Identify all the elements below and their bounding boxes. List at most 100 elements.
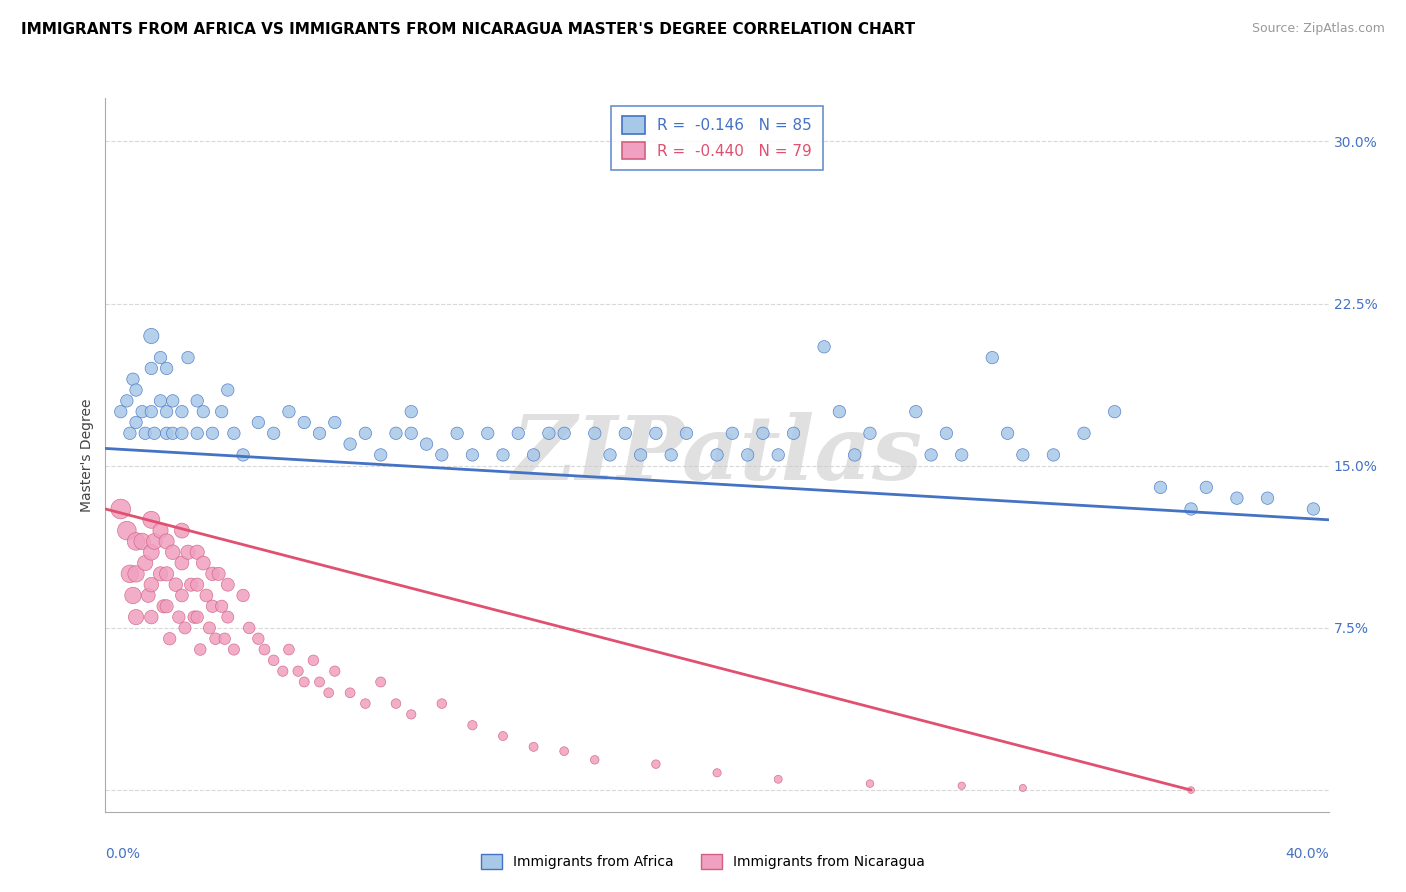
Point	[141, 329, 163, 343]
Point	[118, 566, 141, 581]
Point	[1302, 502, 1324, 516]
Point	[198, 621, 221, 635]
Point	[950, 779, 973, 793]
Point	[149, 524, 172, 538]
Point	[370, 448, 392, 462]
Point	[354, 426, 377, 441]
Point	[253, 642, 276, 657]
Point	[339, 686, 361, 700]
Point	[308, 426, 330, 441]
Point	[981, 351, 1004, 365]
Point	[706, 448, 728, 462]
Point	[186, 545, 208, 559]
Point	[492, 448, 515, 462]
Point	[1011, 780, 1033, 795]
Point	[167, 610, 190, 624]
Point	[141, 513, 163, 527]
Point	[222, 426, 245, 441]
Point	[287, 664, 309, 678]
Point	[155, 599, 177, 614]
Point	[125, 416, 148, 430]
Point	[721, 426, 744, 441]
Point	[152, 599, 174, 614]
Point	[141, 610, 163, 624]
Point	[1195, 480, 1218, 494]
Point	[186, 393, 208, 408]
Point	[271, 664, 294, 678]
Point	[553, 426, 575, 441]
Text: 40.0%: 40.0%	[1285, 847, 1329, 862]
Point	[110, 405, 132, 419]
Point	[1180, 783, 1202, 797]
Point	[752, 426, 775, 441]
Point	[1073, 426, 1095, 441]
Point	[859, 776, 882, 790]
Point	[292, 675, 315, 690]
Point	[415, 437, 437, 451]
Point	[217, 577, 239, 591]
Point	[155, 405, 177, 419]
Point	[614, 426, 637, 441]
Point	[277, 405, 299, 419]
Point	[385, 697, 408, 711]
Point	[174, 621, 197, 635]
Point	[217, 383, 239, 397]
Point	[277, 642, 299, 657]
Y-axis label: Master's Degree: Master's Degree	[80, 398, 94, 512]
Point	[134, 426, 156, 441]
Text: Source: ZipAtlas.com: Source: ZipAtlas.com	[1251, 22, 1385, 36]
Point	[553, 744, 575, 758]
Point	[430, 448, 453, 462]
Point	[302, 653, 325, 667]
Point	[308, 675, 330, 690]
Point	[950, 448, 973, 462]
Point	[149, 351, 172, 365]
Point	[263, 426, 285, 441]
Point	[165, 577, 187, 591]
Point	[195, 589, 218, 603]
Point	[180, 577, 202, 591]
Point	[134, 556, 156, 570]
Point	[162, 545, 184, 559]
Point	[904, 405, 927, 419]
Point	[125, 566, 148, 581]
Legend: R =  -0.146   N = 85, R =  -0.440   N = 79: R = -0.146 N = 85, R = -0.440 N = 79	[612, 106, 823, 170]
Point	[492, 729, 515, 743]
Point	[125, 383, 148, 397]
Point	[644, 426, 666, 441]
Point	[1180, 502, 1202, 516]
Point	[1104, 405, 1126, 419]
Legend: Immigrants from Africa, Immigrants from Nicaragua: Immigrants from Africa, Immigrants from …	[474, 847, 932, 876]
Point	[186, 426, 208, 441]
Point	[222, 642, 245, 657]
Point	[170, 405, 193, 419]
Point	[1011, 448, 1033, 462]
Point	[115, 393, 138, 408]
Point	[186, 577, 208, 591]
Point	[446, 426, 468, 441]
Point	[339, 437, 361, 451]
Point	[162, 426, 184, 441]
Point	[583, 426, 606, 441]
Point	[204, 632, 226, 646]
Point	[323, 416, 346, 430]
Point	[263, 653, 285, 667]
Point	[232, 448, 254, 462]
Point	[155, 534, 177, 549]
Point	[430, 697, 453, 711]
Point	[675, 426, 697, 441]
Point	[122, 589, 145, 603]
Point	[201, 566, 224, 581]
Point	[177, 545, 200, 559]
Point	[118, 426, 141, 441]
Point	[214, 632, 236, 646]
Point	[813, 340, 835, 354]
Point	[125, 610, 148, 624]
Point	[354, 697, 377, 711]
Point	[193, 556, 215, 570]
Point	[659, 448, 682, 462]
Point	[523, 448, 546, 462]
Point	[141, 545, 163, 559]
Point	[247, 632, 270, 646]
Point	[115, 524, 138, 538]
